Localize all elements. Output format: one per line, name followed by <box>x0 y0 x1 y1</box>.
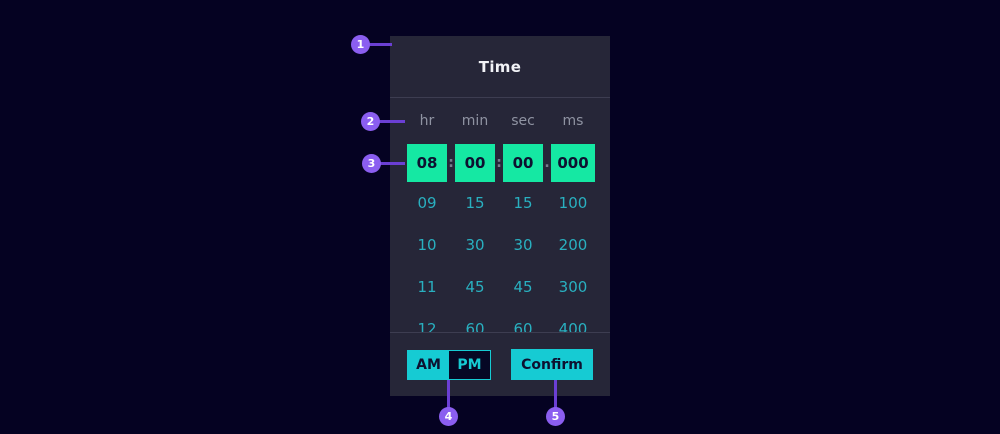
ampm-toggle: AM PM <box>407 349 491 380</box>
annotation-line-4 <box>447 380 450 409</box>
option-row: 09 15 15 100 <box>407 182 593 224</box>
option-row: 10 30 30 200 <box>407 224 593 266</box>
selected-time-row: 08 : 00 : 00 . 000 <box>407 144 595 182</box>
selected-sec-cell[interactable]: 00 <box>503 144 543 182</box>
min-option[interactable]: 60 <box>465 320 485 332</box>
panel-title: Time <box>478 57 522 76</box>
time-picker-panel: Time hr min sec ms 08 : 00 : 00 . 000 <box>390 36 610 396</box>
column-header-sec: sec <box>511 113 535 129</box>
selected-min-cell[interactable]: 00 <box>455 144 495 182</box>
ms-option[interactable]: 200 <box>558 236 588 254</box>
ms-option[interactable]: 400 <box>558 320 588 332</box>
time-options-list: hr min sec ms 08 : 00 : 00 . 000 09 15 <box>390 98 610 332</box>
panel-footer: AM PM Confirm <box>390 332 610 396</box>
column-header-ms: ms <box>562 113 584 129</box>
annotation-line-1 <box>366 43 392 46</box>
min-option[interactable]: 45 <box>465 278 485 296</box>
annotation-marker-5: 5 <box>546 407 565 426</box>
sec-option[interactable]: 45 <box>513 278 533 296</box>
confirm-button[interactable]: Confirm <box>511 349 593 380</box>
hr-min-separator: : <box>448 155 454 171</box>
sec-ms-separator: . <box>544 155 550 171</box>
sec-option[interactable]: 15 <box>513 194 533 212</box>
option-row: 11 45 45 300 <box>407 266 593 308</box>
annotation-marker-4: 4 <box>439 407 458 426</box>
column-header-min: min <box>461 113 489 129</box>
column-headers-row: hr min sec ms <box>407 98 593 144</box>
am-button[interactable]: AM <box>408 350 449 379</box>
pm-button[interactable]: PM <box>449 350 490 379</box>
annotation-line-2 <box>376 120 405 123</box>
annotation-line-3 <box>377 162 405 165</box>
annotation-marker-2: 2 <box>361 112 380 131</box>
annotation-line-5 <box>554 380 557 409</box>
min-sec-separator: : <box>496 155 502 171</box>
annotation-marker-3: 3 <box>362 154 381 173</box>
selected-ms-cell[interactable]: 000 <box>551 144 595 182</box>
annotation-marker-1: 1 <box>351 35 370 54</box>
panel-header: Time <box>390 36 610 98</box>
ms-option[interactable]: 100 <box>558 194 588 212</box>
min-option[interactable]: 30 <box>465 236 485 254</box>
hr-option[interactable]: 10 <box>417 236 437 254</box>
hr-option[interactable]: 12 <box>417 320 437 332</box>
sec-option[interactable]: 60 <box>513 320 533 332</box>
hr-option[interactable]: 11 <box>417 278 437 296</box>
ms-option[interactable]: 300 <box>558 278 588 296</box>
selected-hr-cell[interactable]: 08 <box>407 144 447 182</box>
option-row-clipped: 12 60 60 400 <box>407 308 593 332</box>
hr-option[interactable]: 09 <box>417 194 437 212</box>
min-option[interactable]: 15 <box>465 194 485 212</box>
column-header-hr: hr <box>419 113 435 129</box>
sec-option[interactable]: 30 <box>513 236 533 254</box>
